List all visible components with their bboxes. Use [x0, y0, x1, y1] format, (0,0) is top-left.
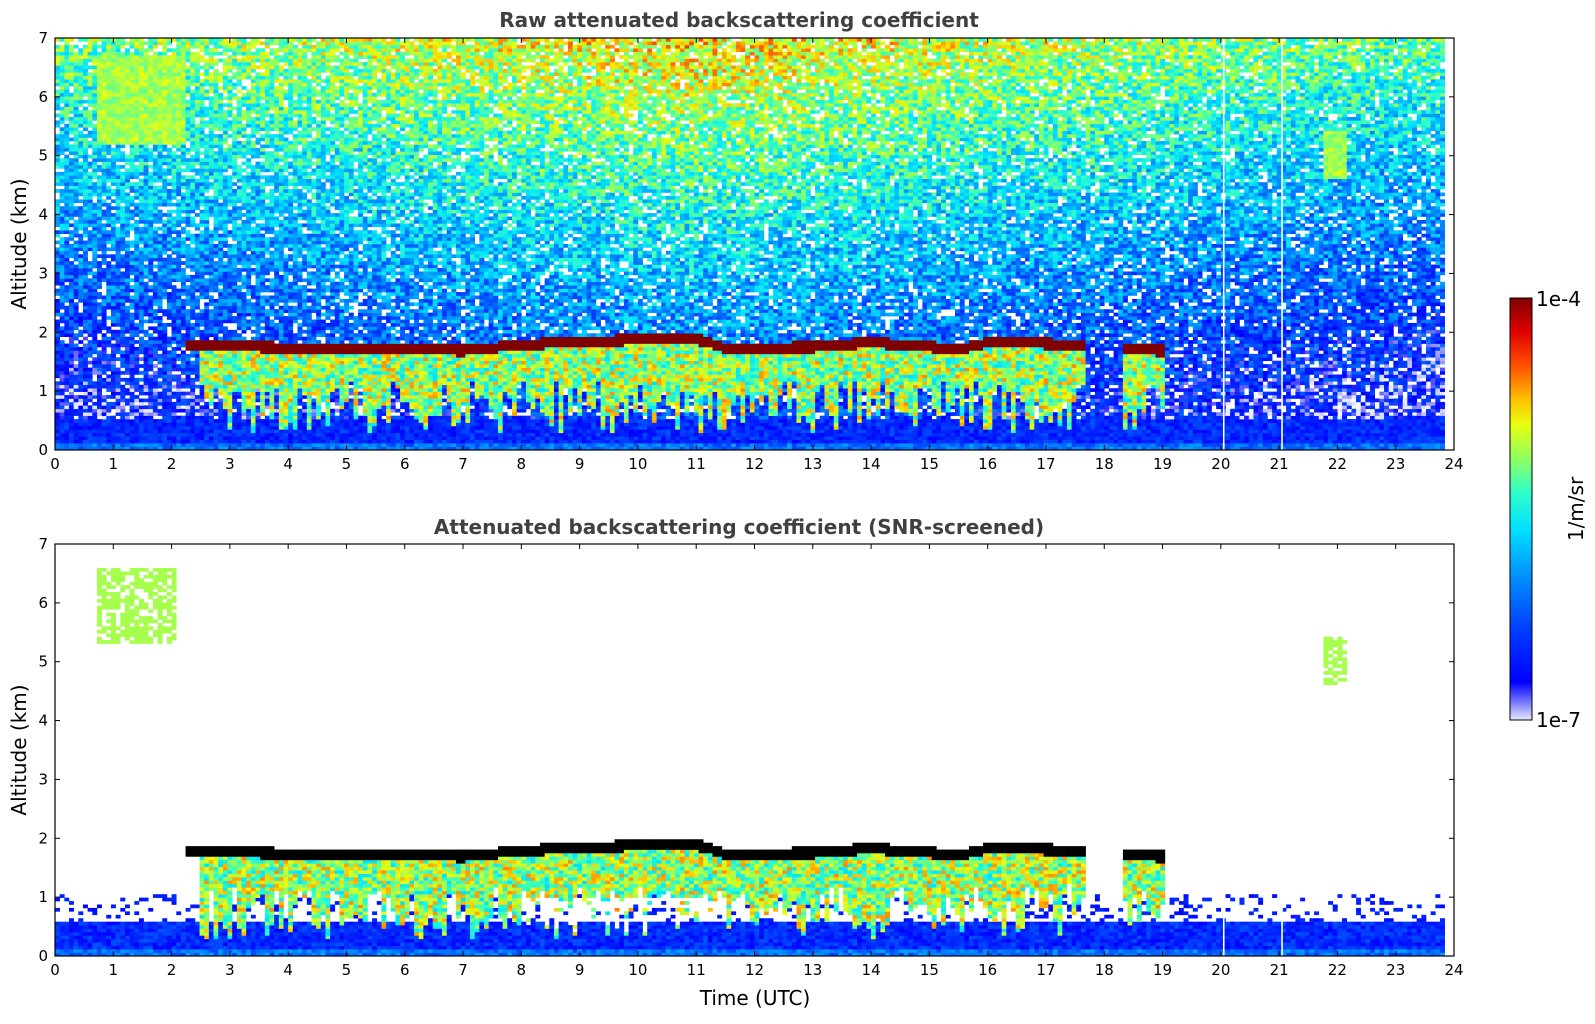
y-tick-label: 2 [38, 323, 48, 341]
x-tick-label: 12 [745, 961, 764, 979]
x-tick-label: 10 [628, 961, 647, 979]
x-tick-label: 5 [342, 455, 352, 473]
panel-screened-x-label: Time (UTC) [699, 986, 811, 1010]
x-tick-label: 19 [1153, 961, 1172, 979]
colorbar: 1e-4 1e-7 1/m/sr [1510, 287, 1588, 732]
x-tick-label: 2 [167, 961, 177, 979]
panel-raw-title: Raw attenuated backscattering coefficien… [499, 8, 979, 32]
y-tick-label: 3 [38, 770, 48, 788]
x-tick-label: 13 [803, 455, 822, 473]
x-tick-label: 3 [225, 455, 235, 473]
x-tick-label: 13 [803, 961, 822, 979]
y-tick-label: 0 [38, 947, 48, 965]
colorbar-max-label: 1e-4 [1536, 287, 1581, 311]
x-tick-label: 17 [1036, 961, 1055, 979]
x-tick-label: 2 [167, 455, 177, 473]
x-tick-label: 0 [50, 455, 60, 473]
x-tick-label: 11 [687, 961, 706, 979]
x-tick-label: 3 [225, 961, 235, 979]
x-tick-label: 12 [745, 455, 764, 473]
x-tick-label: 21 [1270, 961, 1289, 979]
x-tick-label: 24 [1444, 961, 1463, 979]
y-tick-label: 7 [38, 29, 48, 47]
y-tick-label: 1 [38, 382, 48, 400]
y-tick-label: 0 [38, 441, 48, 459]
y-tick-label: 2 [38, 829, 48, 847]
y-tick-label: 5 [38, 653, 48, 671]
x-tick-label: 24 [1444, 455, 1463, 473]
x-tick-label: 14 [862, 961, 881, 979]
panel-screened-title: Attenuated backscattering coefficient (S… [434, 515, 1044, 539]
x-tick-label: 1 [109, 455, 119, 473]
x-tick-label: 20 [1211, 961, 1230, 979]
panel-raw-heatmap [55, 38, 1445, 450]
y-tick-label: 6 [38, 88, 48, 106]
x-tick-label: 16 [978, 455, 997, 473]
x-tick-label: 20 [1211, 455, 1230, 473]
x-tick-label: 14 [862, 455, 881, 473]
x-tick-label: 15 [920, 961, 939, 979]
y-tick-label: 6 [38, 594, 48, 612]
x-tick-label: 18 [1095, 455, 1114, 473]
x-tick-label: 21 [1270, 455, 1289, 473]
x-tick-label: 22 [1328, 961, 1347, 979]
x-tick-label: 0 [50, 961, 60, 979]
x-tick-label: 16 [978, 961, 997, 979]
x-tick-label: 17 [1036, 455, 1055, 473]
x-tick-label: 15 [920, 455, 939, 473]
x-tick-label: 11 [687, 455, 706, 473]
x-tick-label: 5 [342, 961, 352, 979]
x-tick-label: 19 [1153, 455, 1172, 473]
x-tick-label: 6 [400, 455, 410, 473]
x-tick-label: 9 [575, 455, 585, 473]
y-tick-label: 1 [38, 888, 48, 906]
panel-screened-y-label: Altitude (km) [7, 684, 31, 815]
y-tick-label: 5 [38, 147, 48, 165]
panel-screened-heatmap [55, 544, 1445, 956]
x-tick-label: 4 [283, 455, 293, 473]
x-tick-label: 7 [458, 455, 468, 473]
panel-raw: Raw attenuated backscattering coefficien… [7, 8, 1464, 473]
x-tick-label: 8 [517, 961, 527, 979]
x-tick-label: 6 [400, 961, 410, 979]
x-tick-label: 7 [458, 961, 468, 979]
y-tick-label: 7 [38, 535, 48, 553]
x-tick-label: 23 [1386, 455, 1405, 473]
y-tick-label: 3 [38, 264, 48, 282]
x-tick-label: 9 [575, 961, 585, 979]
x-tick-label: 1 [109, 961, 119, 979]
y-tick-label: 4 [38, 712, 48, 730]
x-tick-label: 18 [1095, 961, 1114, 979]
panel-screened: Attenuated backscattering coefficient (S… [7, 515, 1464, 1010]
colorbar-units-label: 1/m/sr [1564, 476, 1588, 541]
y-tick-label: 4 [38, 206, 48, 224]
x-tick-label: 22 [1328, 455, 1347, 473]
x-tick-label: 4 [283, 961, 293, 979]
x-tick-label: 10 [628, 455, 647, 473]
colorbar-min-label: 1e-7 [1536, 708, 1581, 732]
x-tick-label: 23 [1386, 961, 1405, 979]
panel-raw-y-label: Altitude (km) [7, 178, 31, 309]
x-tick-label: 8 [517, 455, 527, 473]
colorbar-gradient [1510, 298, 1532, 720]
